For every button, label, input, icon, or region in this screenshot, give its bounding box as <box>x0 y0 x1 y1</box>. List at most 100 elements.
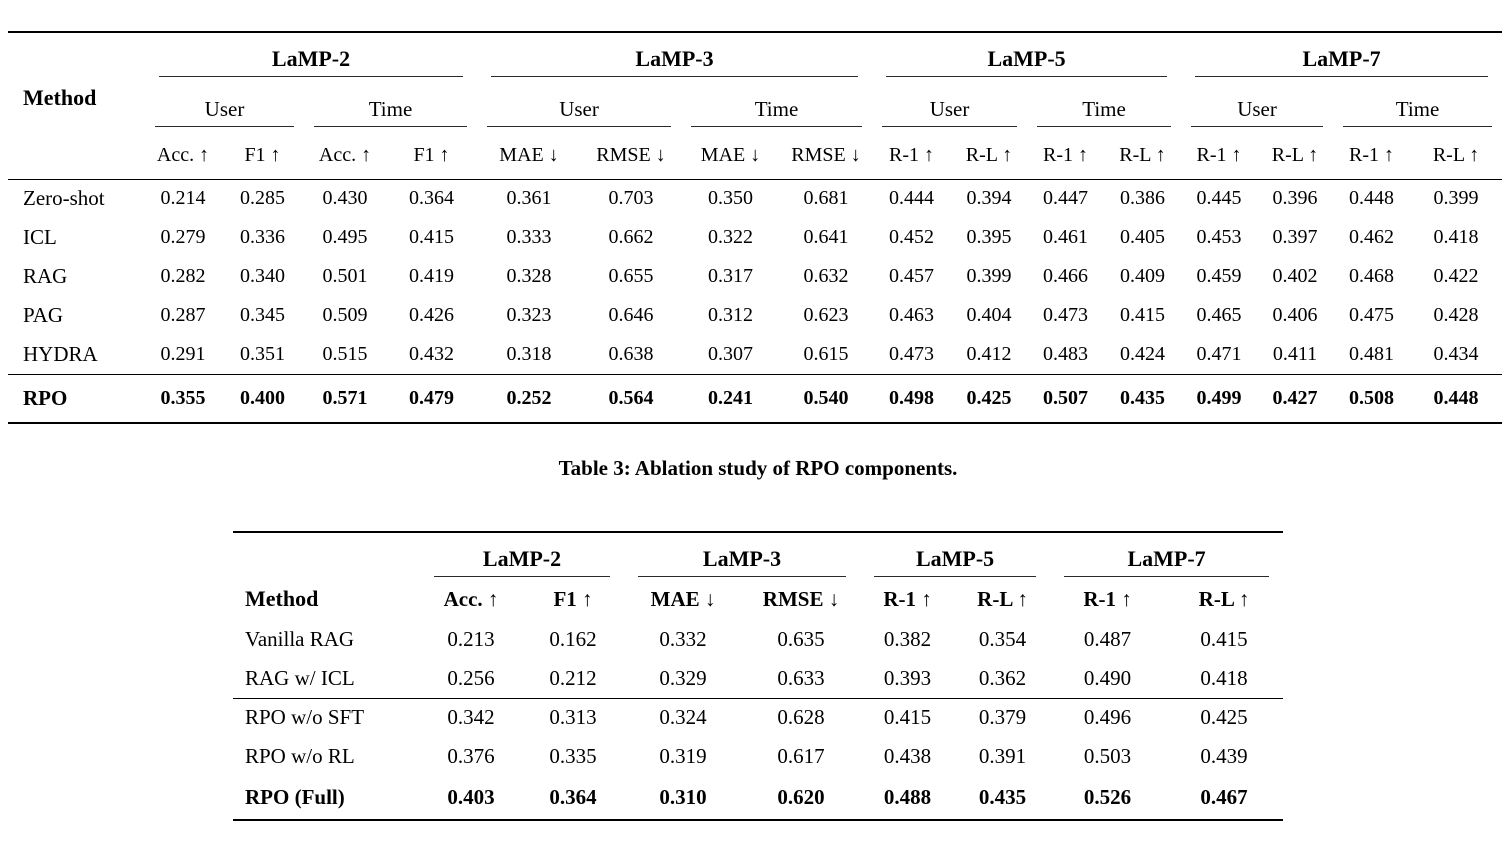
value-cell: 0.285 <box>240 187 285 210</box>
method-cell: ICL <box>23 225 57 249</box>
value-cell: 0.418 <box>1200 665 1248 690</box>
value-cell: 0.354 <box>978 627 1027 651</box>
value-cell: 0.623 <box>803 304 849 326</box>
value-cell: 0.452 <box>889 226 935 248</box>
value-cell: 0.350 <box>708 187 754 210</box>
group-rule <box>886 76 1168 77</box>
value-cell: 0.394 <box>966 187 1012 210</box>
value-cell: 0.490 <box>1083 665 1132 690</box>
metric-header: R-1 ↑ <box>1181 127 1258 180</box>
method-cell: RPO w/o SFT <box>233 697 420 737</box>
value-cell: 0.468 <box>1349 265 1395 287</box>
table-row: ICL 0.279 0.336 0.495 0.415 0.333 0.662 0.322 0.… <box>8 218 1502 257</box>
value-cell: 0.462 <box>1349 226 1395 248</box>
value-cell: 0.291 <box>160 342 206 365</box>
value-cell: 0.415 <box>1200 627 1248 651</box>
value-cell: 0.617 <box>777 744 825 768</box>
value-cell: 0.329 <box>659 665 707 690</box>
value-cell: 0.655 <box>608 265 654 287</box>
group-rule <box>434 576 611 577</box>
value-cell: 0.405 <box>1120 226 1166 248</box>
value-cell: 0.628 <box>742 697 861 737</box>
value-cell: 0.435 <box>978 785 1027 809</box>
value-cell: 0.620 <box>777 785 825 809</box>
subgroup-rule <box>691 126 863 127</box>
method-cell: Vanilla RAG <box>245 627 355 651</box>
subgroup-rule <box>487 126 672 127</box>
value-cell: 0.635 <box>777 627 825 651</box>
value-cell: 0.399 <box>1433 187 1479 210</box>
table-row: RPO 0.355 0.400 0.571 0.479 0.252 0.564 0.241 0.… <box>8 373 1503 423</box>
method-cell: RPO <box>8 373 145 423</box>
metric-header: R-L ↑ <box>1257 127 1334 180</box>
table-row: RPO w/o SFT 0.342 0.313 0.324 0.628 0.415 0.37… <box>233 697 1284 737</box>
method-cell: RAG w/ ICL <box>245 665 355 690</box>
value-cell: 0.376 <box>447 744 495 768</box>
value-cell: 0.465 <box>1196 304 1242 326</box>
subgroup-header: Time <box>304 77 477 127</box>
value-cell: 0.362 <box>978 665 1027 690</box>
value-cell: 0.448 <box>1410 373 1503 423</box>
value-cell: 0.457 <box>889 265 935 287</box>
value-cell: 0.479 <box>386 373 478 423</box>
value-cell: 0.447 <box>1043 187 1089 210</box>
value-cell: 0.162 <box>549 627 597 651</box>
value-cell: 0.703 <box>608 187 654 210</box>
value-cell: 0.515 <box>322 342 368 365</box>
value-cell: 0.422 <box>1433 265 1479 287</box>
value-cell: 0.279 <box>160 226 206 248</box>
value-cell: 0.495 <box>322 226 368 248</box>
value-cell: 0.564 <box>581 373 682 423</box>
value-cell: 0.427 <box>1257 373 1334 423</box>
subgroup-rule <box>882 126 1018 127</box>
value-cell: 0.466 <box>1043 265 1089 287</box>
table-row: HYDRA 0.291 0.351 0.515 0.432 0.318 0.638 0.307… <box>8 335 1502 374</box>
subgroup-rule <box>1343 126 1493 127</box>
value-cell: 0.312 <box>708 304 754 326</box>
group-header-lamp-2: LaMP-2 <box>420 532 624 577</box>
value-cell: 0.498 <box>872 373 952 423</box>
value-cell: 0.434 <box>1433 342 1479 365</box>
group-rule <box>874 576 1037 577</box>
method-cell: HYDRA <box>23 341 98 366</box>
value-cell: 0.307 <box>708 342 754 365</box>
value-cell: 0.662 <box>608 226 654 248</box>
value-cell: 0.318 <box>506 342 552 365</box>
value-cell: 0.396 <box>1272 187 1318 210</box>
value-cell: 0.317 <box>708 265 754 287</box>
value-cell: 0.438 <box>883 744 932 768</box>
value-cell: 0.332 <box>659 627 707 651</box>
value-cell: 0.400 <box>221 373 304 423</box>
metric-header: F1 ↑ <box>386 127 478 180</box>
value-cell: 0.681 <box>803 187 849 210</box>
value-cell: 0.328 <box>506 265 552 287</box>
value-cell: 0.419 <box>409 265 454 287</box>
value-cell: 0.412 <box>966 342 1012 365</box>
table-row: Vanilla RAG 0.213 0.162 0.332 0.635 0.382 0.35… <box>233 620 1283 659</box>
value-cell: 0.287 <box>160 304 206 326</box>
value-cell: 0.444 <box>889 187 935 210</box>
value-cell: 0.336 <box>240 226 285 248</box>
table-row: RPO (Full) 0.403 0.364 0.310 0.620 0.488 0.435… <box>233 776 1283 820</box>
value-cell: 0.324 <box>624 697 743 737</box>
value-cell: 0.425 <box>951 373 1028 423</box>
table1-group-row: Method LaMP-2 LaMP-3 LaMP-5 LaMP-7 <box>8 32 1502 180</box>
value-cell: 0.399 <box>966 265 1012 287</box>
subgroup-header: User <box>1181 77 1333 127</box>
ablation-table-wrap: LaMP-2 LaMP-3 LaMP-5 LaMP-7 Method Acc. ↑ F1 ↑… <box>233 531 1284 821</box>
value-cell: 0.393 <box>883 665 932 690</box>
value-cell: 0.256 <box>447 665 495 690</box>
value-cell: 0.402 <box>1272 265 1318 287</box>
method-cell: RPO (Full) <box>245 785 345 809</box>
table-row: Zero-shot 0.214 0.285 0.430 0.364 0.361 0.703 0… <box>8 179 1502 218</box>
value-cell: 0.323 <box>506 304 552 326</box>
value-cell: 0.509 <box>322 304 368 326</box>
value-cell: 0.481 <box>1349 342 1395 365</box>
group-header-lamp-3: LaMP-3 <box>477 32 872 77</box>
group-rule <box>491 76 859 77</box>
group-header-lamp-5: LaMP-5 <box>860 532 1050 577</box>
value-cell: 0.487 <box>1083 627 1132 651</box>
value-cell: 0.633 <box>777 665 825 690</box>
value-cell: 0.340 <box>240 265 285 287</box>
value-cell: 0.432 <box>409 342 454 365</box>
